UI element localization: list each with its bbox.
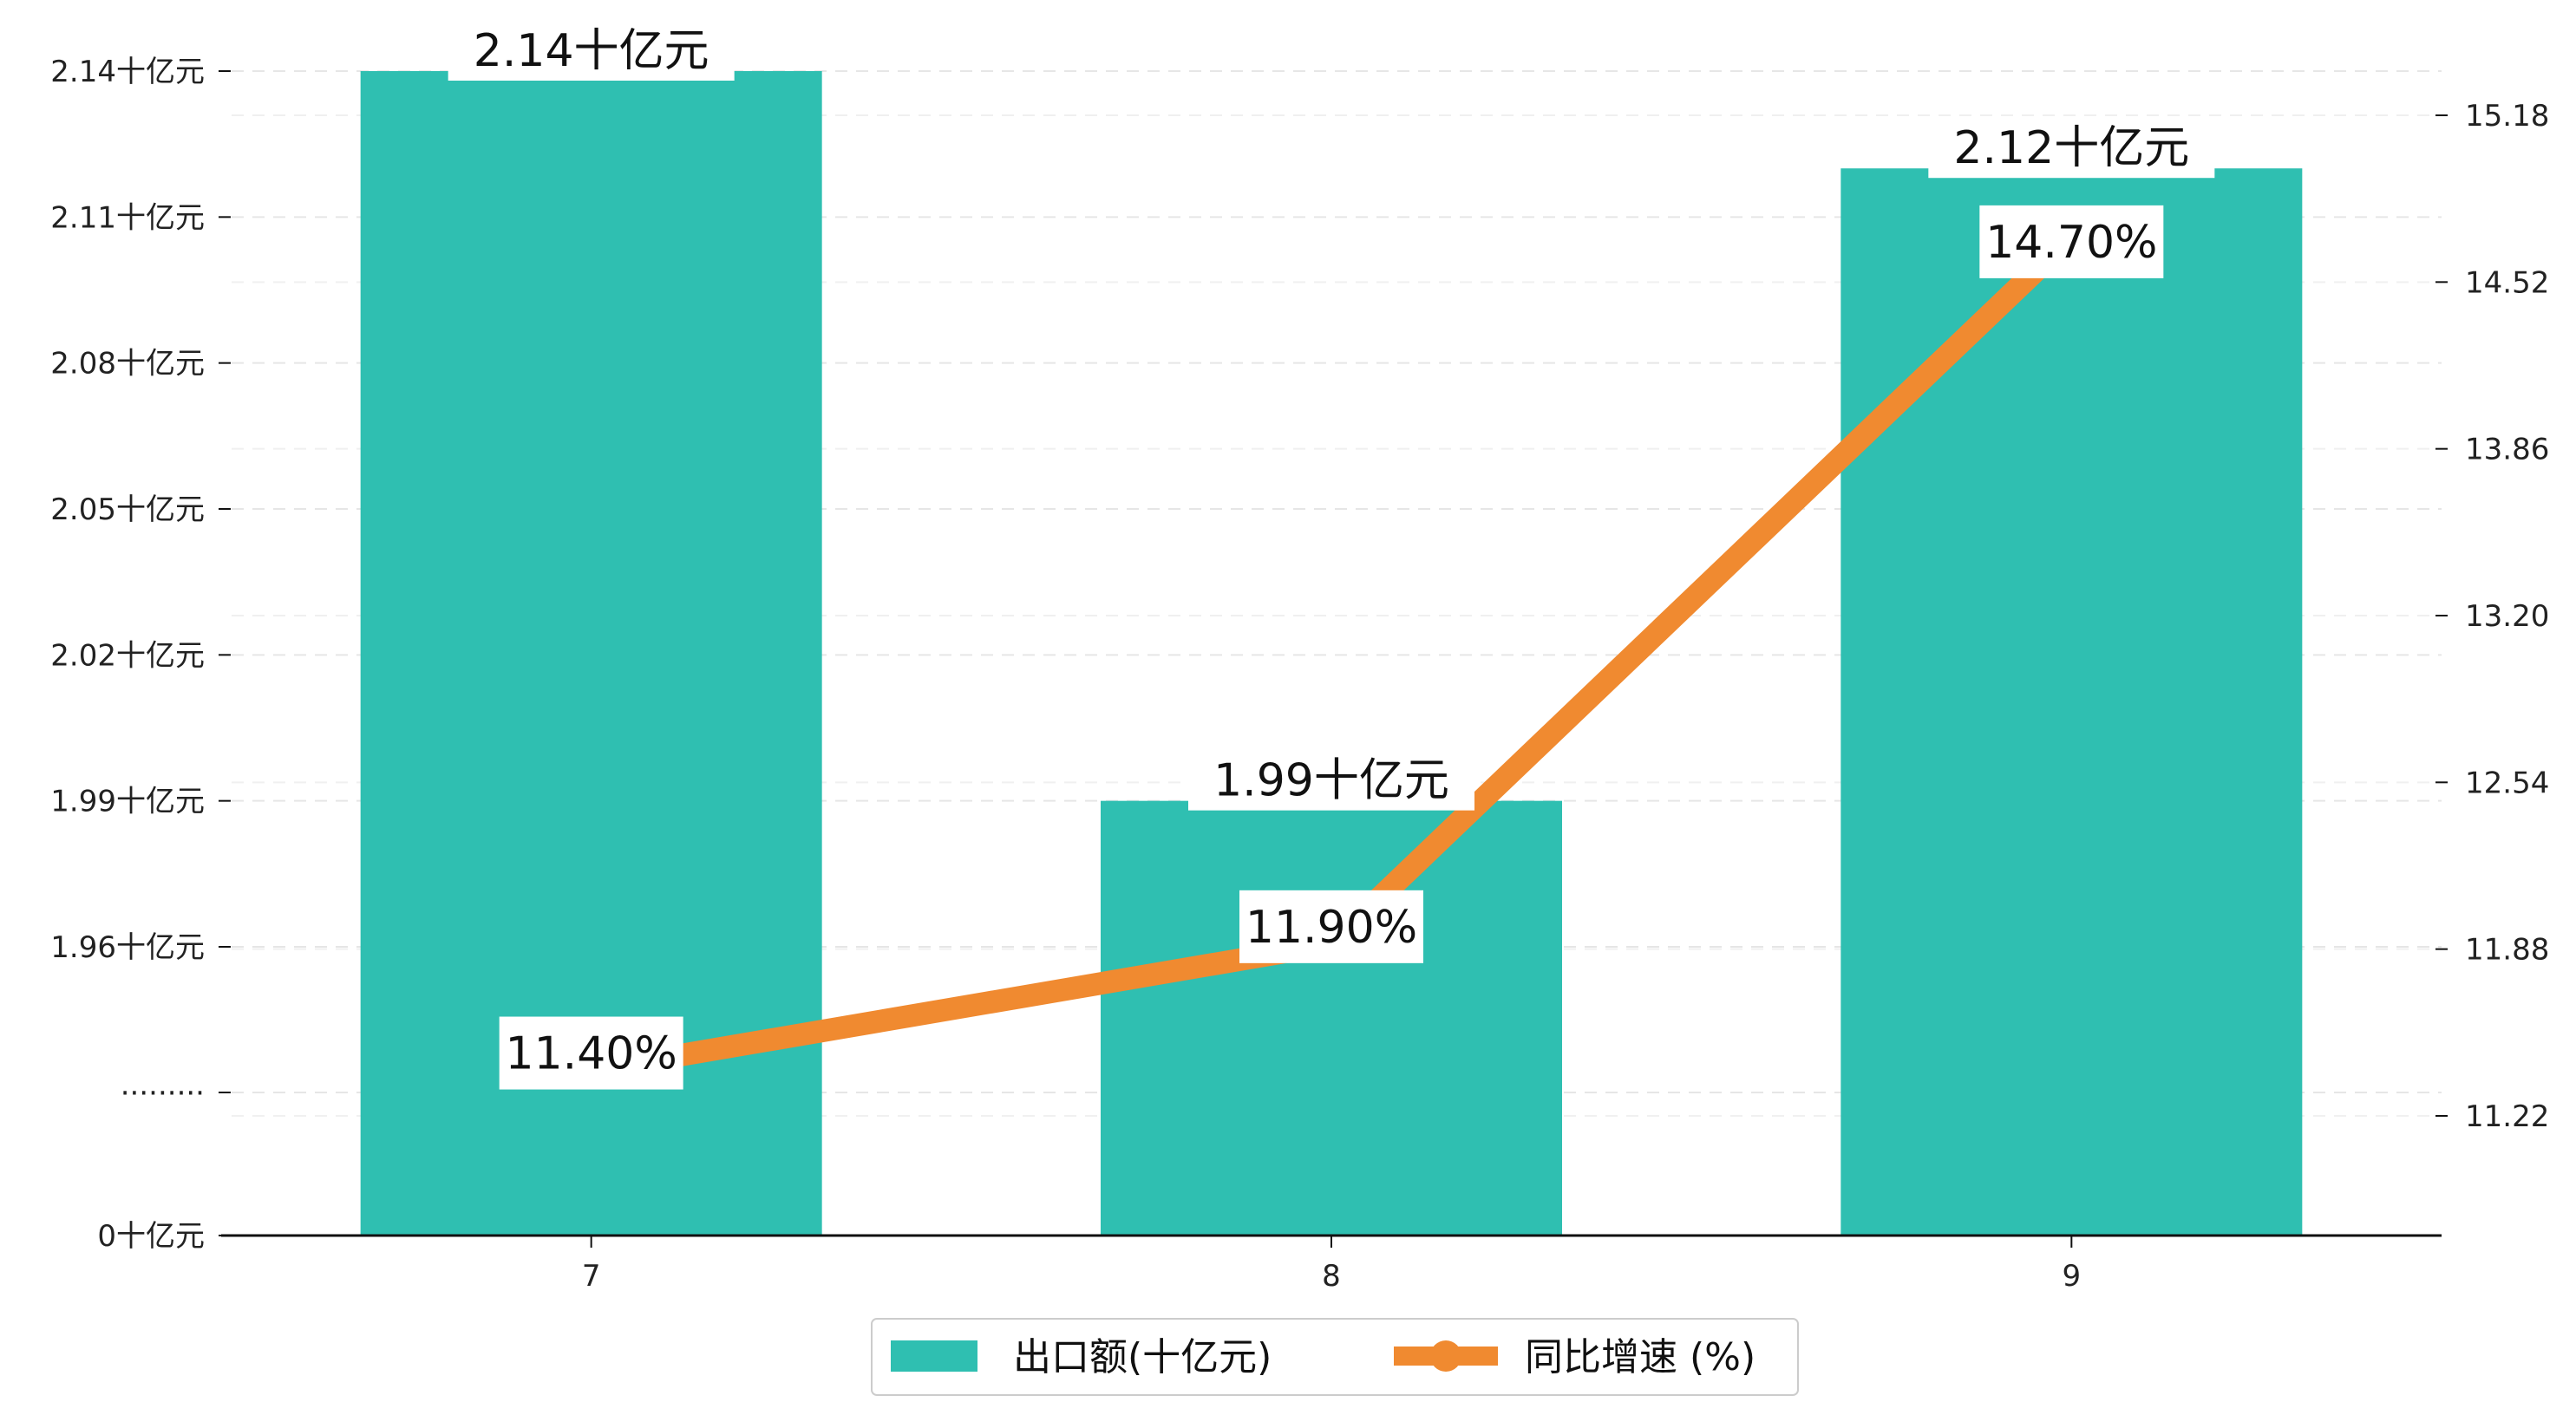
right-tick-label-6: 15.18 xyxy=(2465,99,2549,134)
left-tick-label-0: 0十亿元 xyxy=(97,1219,205,1254)
right-tick-label-3: 13.20 xyxy=(2465,599,2549,634)
right-tick-label-2: 12.54 xyxy=(2465,766,2549,800)
legend-line-label: 同比增速 (%) xyxy=(1525,1335,1755,1379)
right-tick-label-4: 13.86 xyxy=(2465,433,2549,467)
left-tick-label-1: ········· xyxy=(121,1076,205,1111)
bar-9 xyxy=(1840,168,2303,1236)
x-tick-label-8: 8 xyxy=(1322,1259,1341,1294)
bar-value-label-8: 1.99十亿元 xyxy=(1213,755,1449,807)
left-axis-ticks: 0十亿元 ········· 1.96十亿元 1.99十亿元 2.02十亿元 2.05十亿… xyxy=(50,55,231,1254)
bar-value-label-8-bg xyxy=(1188,749,1474,811)
x-axis-ticks: 7 8 9 xyxy=(582,1236,2081,1294)
legend: 出口额(十亿元) 同比增速 (%) xyxy=(871,1318,1799,1396)
legend-bar-swatch xyxy=(891,1340,977,1372)
right-tick-label-5: 14.52 xyxy=(2465,265,2549,300)
x-tick-label-7: 7 xyxy=(582,1259,601,1294)
bar-value-label-7: 2.14十亿元 xyxy=(474,25,709,77)
left-tick-label-6: 2.08十亿元 xyxy=(50,347,205,381)
left-tick-label-7: 2.11十亿元 xyxy=(50,200,205,235)
bar-value-label-9: 2.12十亿元 xyxy=(1953,122,2189,174)
growth-value-label-7: 11.40% xyxy=(506,1028,677,1080)
legend-bar-label: 出口额(十亿元) xyxy=(1013,1335,1272,1379)
growth-value-label-8: 11.90% xyxy=(1246,902,1417,954)
legend-box xyxy=(871,1318,1799,1396)
data-labels: 2.14十亿元 1.99十亿元 2.12十亿元 11.40% 11.90% 14.70% xyxy=(448,20,2215,1090)
growth-value-label-9: 14.70% xyxy=(1985,217,2157,269)
legend-line-marker xyxy=(1430,1340,1461,1372)
growth-value-label-8-bg xyxy=(1239,890,1423,963)
bar-8 xyxy=(1101,800,1562,1236)
right-tick-label-0: 11.22 xyxy=(2465,1099,2549,1134)
growth-value-label-9-bg xyxy=(1979,205,2164,278)
left-tick-label-5: 2.05十亿元 xyxy=(50,492,205,527)
left-tick-label-4: 2.02十亿元 xyxy=(50,638,205,673)
right-tick-label-1: 11.88 xyxy=(2465,933,2549,968)
right-axis-ticks: 11.22 11.88 12.54 13.20 13.86 14.52 15.18 xyxy=(2435,99,2549,1134)
x-tick-label-9: 9 xyxy=(2063,1259,2082,1294)
left-tick-label-3: 1.99十亿元 xyxy=(50,785,205,819)
left-tick-label-2: 1.96十亿元 xyxy=(50,930,205,965)
bar-value-label-9-bg xyxy=(1928,117,2215,179)
growth-value-label-7-bg xyxy=(499,1016,683,1090)
left-tick-label-8: 2.14十亿元 xyxy=(50,55,205,89)
bar-value-label-7-bg xyxy=(448,20,735,81)
